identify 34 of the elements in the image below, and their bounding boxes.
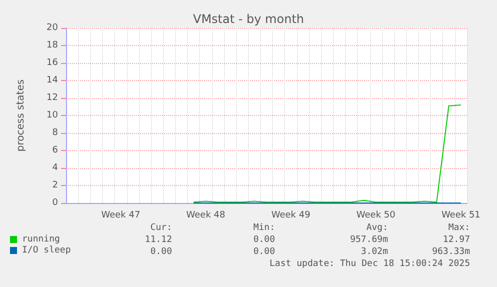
y-tick-label: 18 [46,40,58,50]
x-tick-label: Week 51 [441,210,480,220]
text: 11.12 [144,235,172,245]
legend-label: running [22,234,60,244]
y-axis-title: process states [16,79,26,152]
legend-label: I/O sleep [22,246,71,256]
y-tick-label: 8 [52,128,58,138]
y-tick-label: 0 [52,198,58,208]
y-tick-label: 2 [52,180,58,190]
y-tick-label: 14 [46,76,58,86]
text: Avg: [366,223,388,233]
text: 3.02m [360,247,388,257]
x-tick-label: Week 48 [186,210,226,220]
line-series [193,104,462,203]
y-tick-label: 6 [52,146,58,156]
text: 963.33m [432,247,470,257]
x-tick-label: Week 49 [271,210,311,220]
text: 12.97 [442,235,470,245]
y-tick-label: 4 [52,163,58,173]
text: Cur: [150,223,172,233]
text: 0.00 [253,235,275,245]
text: 0.00 [253,247,275,257]
text: Max: [448,223,470,233]
x-tick-label: Week 50 [356,210,396,220]
y-tick-label: 20 [46,23,58,33]
x-tick-label: Week 47 [101,210,140,220]
y-tick-label: 12 [46,93,58,103]
text: Last update: Thu Dec 18 15:00:24 2025 [270,259,470,269]
text: 957.69m [350,235,388,245]
text: Min: [253,223,275,233]
text: 0.00 [150,247,172,257]
chart-title: VMstat - by month [192,12,304,26]
y-tick-label: 16 [46,58,58,68]
y-tick-label: 10 [46,110,58,120]
